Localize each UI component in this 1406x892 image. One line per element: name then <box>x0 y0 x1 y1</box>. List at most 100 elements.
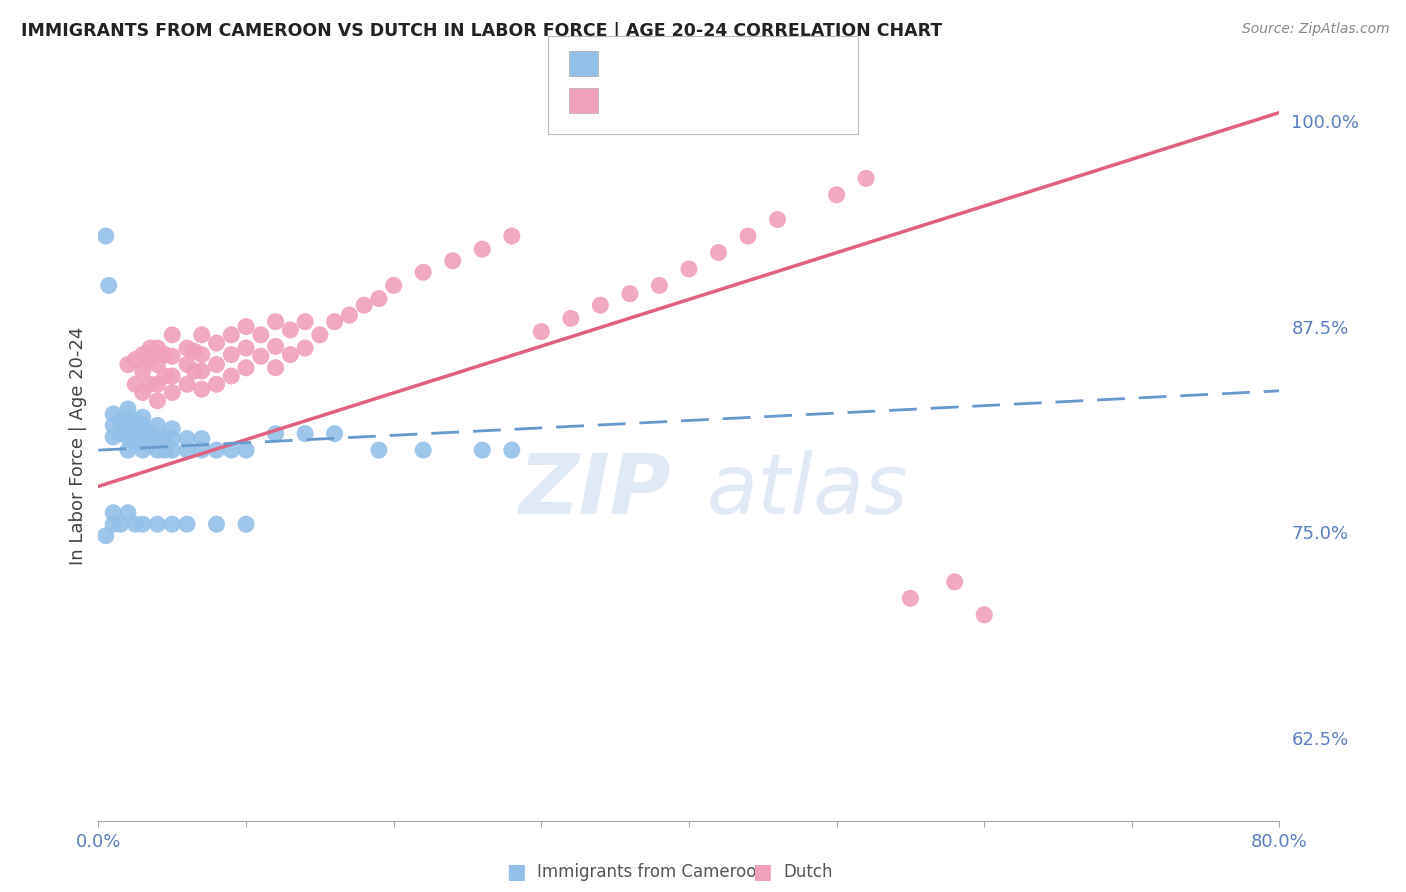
Point <box>153 432 176 446</box>
Point <box>132 418 155 433</box>
Point <box>103 407 125 421</box>
Point <box>153 348 176 362</box>
Point <box>124 517 146 532</box>
Point <box>110 413 132 427</box>
Point <box>139 341 162 355</box>
Point <box>132 426 155 441</box>
Text: ZIP: ZIP <box>519 450 671 532</box>
Point <box>235 319 257 334</box>
Point <box>132 517 155 532</box>
Point <box>132 364 155 378</box>
Point <box>183 344 205 359</box>
Point <box>162 517 183 532</box>
Text: N =: N = <box>714 54 754 72</box>
Text: R =: R = <box>609 54 648 72</box>
Point <box>176 358 198 372</box>
Text: Immigrants from Cameroon: Immigrants from Cameroon <box>537 863 766 881</box>
Y-axis label: In Labor Force | Age 20-24: In Labor Force | Age 20-24 <box>69 326 87 566</box>
Point <box>162 349 183 363</box>
Point <box>132 434 155 449</box>
Point <box>117 358 139 372</box>
Point <box>162 327 183 342</box>
Point <box>176 377 198 392</box>
Point <box>825 187 848 202</box>
Point <box>103 506 125 520</box>
Point <box>264 426 287 441</box>
Point <box>139 438 162 452</box>
Point <box>103 517 125 532</box>
Text: ■: ■ <box>506 863 526 882</box>
Point <box>339 308 361 322</box>
Point <box>94 529 117 543</box>
Point <box>309 327 332 342</box>
Text: N =: N = <box>714 92 754 110</box>
Point <box>648 278 671 293</box>
Point <box>162 422 183 436</box>
Point <box>132 443 155 458</box>
Point <box>221 327 243 342</box>
Point <box>323 426 346 441</box>
Point <box>943 574 966 589</box>
Point <box>530 325 553 339</box>
Text: 57: 57 <box>749 54 780 72</box>
Point <box>162 369 183 384</box>
Point <box>205 336 228 351</box>
Point <box>153 369 176 384</box>
Point <box>146 418 169 433</box>
Point <box>110 517 132 532</box>
Text: R =: R = <box>609 92 648 110</box>
Point <box>294 315 316 329</box>
Point <box>103 418 125 433</box>
Text: 0.508: 0.508 <box>651 92 709 110</box>
Point <box>707 245 730 260</box>
Point <box>737 229 759 244</box>
Point <box>368 292 391 306</box>
Point <box>900 591 922 606</box>
Point <box>146 430 169 444</box>
Point <box>323 315 346 329</box>
Point <box>250 327 273 342</box>
Point <box>97 278 120 293</box>
Point <box>94 229 117 244</box>
Text: 0.092: 0.092 <box>651 54 707 72</box>
Point <box>191 443 214 458</box>
Point <box>176 432 198 446</box>
Point <box>221 348 243 362</box>
Point <box>191 382 214 396</box>
Point <box>132 410 155 425</box>
Point <box>412 265 434 279</box>
Point <box>110 426 132 441</box>
Point <box>132 385 155 400</box>
Point <box>162 443 183 458</box>
Point <box>146 443 169 458</box>
Point <box>183 364 205 378</box>
Point <box>117 506 139 520</box>
Text: ■: ■ <box>752 863 772 882</box>
Point <box>117 401 139 416</box>
Point <box>205 377 228 392</box>
Point <box>124 352 146 367</box>
Point <box>124 423 146 437</box>
Point <box>280 323 302 337</box>
Point <box>153 443 176 458</box>
Text: Source: ZipAtlas.com: Source: ZipAtlas.com <box>1241 22 1389 37</box>
Point <box>124 413 146 427</box>
Point <box>250 349 273 363</box>
Point <box>235 517 257 532</box>
Point <box>117 410 139 425</box>
Point <box>264 339 287 353</box>
Point <box>146 393 169 408</box>
Point <box>162 432 183 446</box>
Point <box>139 426 162 441</box>
Point <box>264 360 287 375</box>
Point <box>294 341 316 355</box>
Point <box>146 517 169 532</box>
Point <box>146 341 169 355</box>
Point <box>124 377 146 392</box>
Point <box>176 443 198 458</box>
Point <box>619 286 641 301</box>
Point <box>191 327 214 342</box>
Point <box>294 426 316 441</box>
Point <box>117 443 139 458</box>
Point <box>146 377 169 392</box>
